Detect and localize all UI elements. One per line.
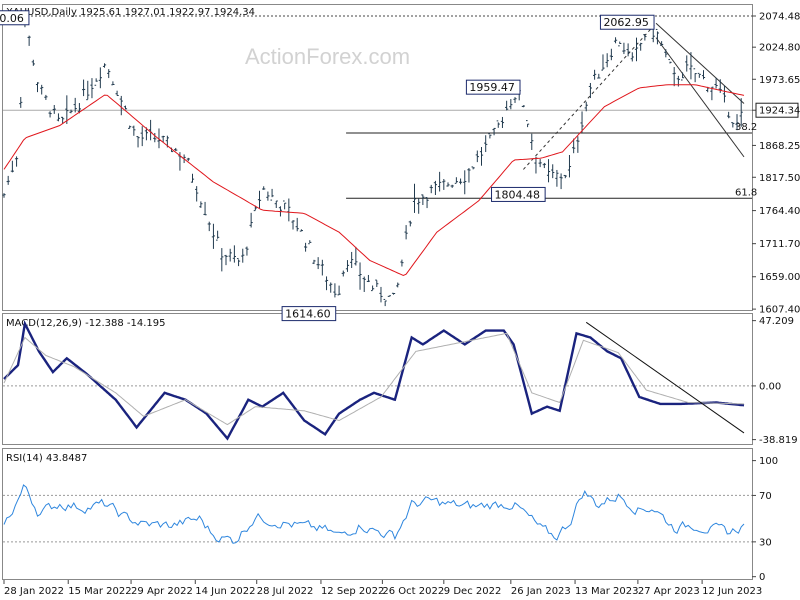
rsi-layer	[3, 484, 752, 544]
x-tick-label: 14 Jun 2022	[195, 586, 255, 597]
price-callout-box	[0, 10, 30, 26]
rising-channel-line	[523, 22, 657, 170]
rsi-panel-frame	[2, 448, 753, 580]
y-tick-label: 1659.00	[759, 272, 800, 283]
axis-layer: 2074.48 2024.80 1973.65 1924.34 1868.25 1817.…	[3, 11, 800, 597]
signal-line	[3, 332, 744, 426]
y-tick-label: 1817.50	[759, 173, 800, 184]
macd-panel-title: MACD(12,26,9) -12.388 -14.195	[6, 318, 166, 329]
fib-level-label: 38.2	[735, 122, 757, 133]
price-callout-box	[281, 306, 337, 322]
price-callout-box	[465, 79, 521, 95]
y-tick-label: 47.209	[759, 316, 794, 327]
fib-level-label: 61.8	[735, 187, 757, 198]
price-callout-label: 1959.47	[469, 81, 515, 94]
macd-trendline	[585, 321, 745, 434]
x-tick-label: 27 Apr 2023	[638, 586, 700, 597]
price-callout-label: 2070.06	[0, 12, 24, 25]
price-callout-box	[599, 14, 655, 30]
x-tick-label: 28 Jan 2022	[4, 586, 64, 597]
x-tick-label: 9 Dec 2022	[444, 586, 502, 597]
macd-panel-frame	[2, 313, 753, 445]
y-tick-label: 1711.70	[759, 239, 800, 250]
price-callout-box	[491, 186, 546, 202]
price-callout-label: 1804.48	[495, 188, 541, 201]
y-tick-label: 1607.40	[759, 305, 800, 316]
y-tick-label: 100	[759, 456, 778, 467]
price-layer: 38.2 61.8 2070.06 1614.60 1959.47 1804.48 2062…	[0, 10, 757, 322]
x-tick-label: 29 Apr 2022	[131, 586, 193, 597]
y-tick-label: 30	[759, 537, 772, 548]
x-tick-label: 26 Oct 2022	[382, 586, 444, 597]
x-tick-label: 15 Mar 2022	[68, 586, 131, 597]
y-tick-label: 1924.34	[759, 106, 800, 117]
y-tick-label: 0	[759, 572, 765, 583]
x-tick-label: 12 Sep 2022	[321, 586, 384, 597]
x-tick-label: 13 Mar 2023	[575, 586, 638, 597]
y-tick-label: 0.00	[759, 381, 781, 392]
rsi-panel-title: RSI(14) 43.8487	[6, 453, 87, 464]
macd-layer	[3, 319, 752, 441]
y-tick-label: 2024.80	[759, 43, 800, 54]
price-callout-label: 1614.60	[285, 308, 331, 321]
rsi-line	[3, 484, 745, 544]
moving-average-line	[3, 84, 745, 277]
y-tick-label: -38.819	[759, 435, 798, 446]
falling-channel-upper	[655, 22, 745, 104]
y-tick-label: 1764.40	[759, 206, 800, 217]
x-tick-label: 28 Jul 2022	[257, 586, 314, 597]
price-callout-label: 2062.95	[603, 16, 649, 29]
y-tick-label: 1973.65	[759, 75, 800, 86]
price-tag-box	[755, 102, 799, 118]
macd-line	[3, 319, 745, 441]
y-tick-label: 1868.25	[759, 141, 800, 152]
x-tick-label: 26 Jan 2023	[511, 586, 571, 597]
y-tick-label: 70	[759, 491, 772, 502]
x-tick-label: 12 Jun 2023	[702, 586, 762, 597]
y-tick-label: 2074.48	[759, 11, 800, 22]
falling-channel-lower	[655, 37, 745, 158]
price-panel-frame	[2, 4, 753, 311]
price-panel-title: XAUUSD,Daily 1925.61 1927.01 1922.97 192…	[6, 7, 255, 18]
watermark: ActionForex.com	[245, 44, 410, 69]
